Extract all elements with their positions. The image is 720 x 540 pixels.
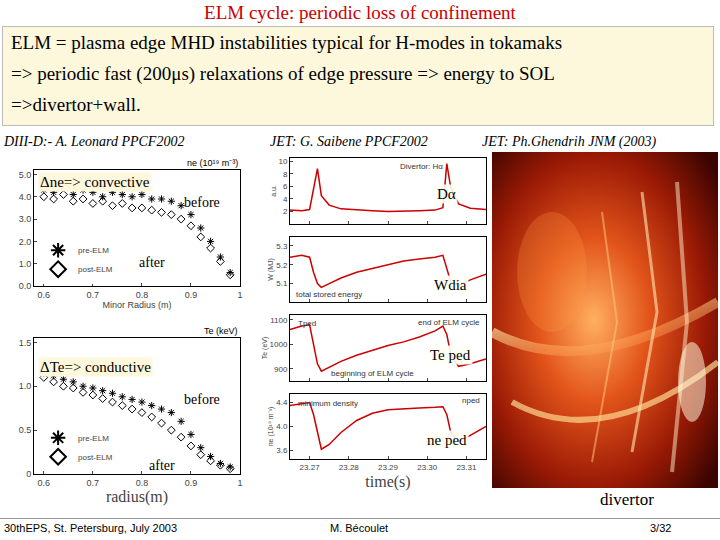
svg-text:4.0: 4.0 [276, 422, 288, 431]
svg-text:5.0: 5.0 [19, 170, 32, 180]
svg-text:5.1: 5.1 [276, 279, 288, 288]
html-text:30thEPS, St. Petersburg, July: 30thEPS, St. Petersburg, July 2003 [4, 522, 177, 534]
svg-text:Divertor: Hα: Divertor: Hα [400, 162, 443, 171]
svg-text:23.30: 23.30 [417, 463, 438, 472]
svg-text:4.0: 4.0 [19, 192, 32, 202]
html-text:ELM = plasma edge MHD instabil: ELM = plasma edge MHD instabilities typi… [11, 32, 563, 53]
svg-text:5.3: 5.3 [276, 242, 288, 251]
svg-text:Wdia: Wdia [434, 277, 467, 293]
svg-text:23.28: 23.28 [339, 463, 360, 472]
svg-text:5.2: 5.2 [276, 261, 288, 270]
svg-text:Minor Radius (m): Minor Radius (m) [102, 300, 171, 310]
svg-text:beginning of ELM cycle: beginning of ELM cycle [331, 369, 414, 378]
svg-text:4.4: 4.4 [276, 398, 288, 407]
svg-text:6: 6 [283, 182, 288, 191]
svg-text:4: 4 [283, 195, 288, 204]
html-text:3/32: 3/32 [650, 522, 672, 534]
svg-text:end of ELM cycle: end of ELM cycle [418, 318, 480, 327]
svg-text:pre-ELM: pre-ELM [78, 246, 109, 255]
svg-text:Te ped: Te ped [430, 347, 471, 363]
svg-text:8: 8 [283, 170, 288, 179]
svg-text:1.0: 1.0 [19, 259, 32, 269]
svg-text:0.9: 0.9 [185, 478, 198, 488]
svg-text:before: before [184, 392, 220, 407]
svg-text:23.29: 23.29 [378, 463, 399, 472]
svg-text:2: 2 [283, 207, 288, 216]
svg-text:Dα: Dα [437, 186, 456, 202]
svg-text:0.5: 0.5 [19, 425, 32, 435]
svg-text:1100: 1100 [270, 316, 288, 325]
svg-text:0.6: 0.6 [38, 478, 51, 488]
svg-text:time(s): time(s) [365, 473, 410, 491]
svg-text:ΔTe=> conductive: ΔTe=> conductive [40, 359, 151, 375]
svg-text:23.27: 23.27 [300, 463, 321, 472]
svg-text:0.7: 0.7 [87, 290, 100, 300]
html-text:=> periodic fast (200μs) relax: => periodic fast (200μs) relaxations of … [11, 63, 555, 84]
svg-text:Te (keV): Te (keV) [204, 326, 238, 336]
svg-text:2.0: 2.0 [19, 237, 32, 247]
html-text:DIII-D:- A. Leonard PPCF2002: DIII-D:- A. Leonard PPCF2002 [4, 134, 185, 149]
svg-text:1: 1 [237, 290, 242, 300]
svg-text:ne ped: ne ped [427, 432, 467, 448]
html-text:M. Bécoulet: M. Bécoulet [330, 522, 389, 534]
html-text:ELM cycle: periodic loss of co: ELM cycle: periodic loss of confinement [204, 2, 516, 23]
svg-text:minimum density: minimum density [298, 399, 358, 408]
html-text:JET: G. Saibene PPCF2002: JET: G. Saibene PPCF2002 [270, 134, 428, 149]
svg-text:1: 1 [237, 478, 242, 488]
svg-text:pre-ELM: pre-ELM [78, 434, 109, 443]
svg-text:radius(m): radius(m) [106, 488, 168, 506]
svg-text:after: after [149, 458, 175, 473]
svg-text:0: 0 [26, 469, 31, 479]
svg-text:0.8: 0.8 [136, 290, 149, 300]
svg-text:ne (10¹⁹ m⁻³): ne (10¹⁹ m⁻³) [267, 407, 275, 447]
html-text:JET: Ph.Ghendrih JNM (2003): JET: Ph.Ghendrih JNM (2003) [482, 134, 657, 149]
svg-text:Tped: Tped [298, 319, 316, 328]
svg-text:0.8: 0.8 [136, 478, 149, 488]
svg-text:a.u.: a.u. [270, 185, 277, 197]
html-text:=>divertor+wall.: =>divertor+wall. [11, 94, 141, 115]
svg-text:900: 900 [274, 365, 288, 374]
svg-text:0.7: 0.7 [87, 478, 100, 488]
svg-text:3.0: 3.0 [19, 214, 32, 224]
svg-text:0.0: 0.0 [19, 281, 32, 291]
svg-text:1.0: 1.0 [19, 381, 32, 391]
svg-text:Te (eV): Te (eV) [261, 337, 269, 360]
svg-text:Δne=> convective: Δne=> convective [40, 174, 150, 190]
svg-text:10: 10 [278, 157, 287, 166]
svg-text:3.6: 3.6 [276, 446, 288, 455]
svg-text:1.5: 1.5 [19, 338, 32, 348]
html-text:divertor: divertor [600, 490, 654, 509]
svg-text:before: before [184, 195, 220, 210]
svg-text:post-ELM: post-ELM [78, 453, 113, 462]
svg-text:0.9: 0.9 [185, 290, 198, 300]
svg-text:23.31: 23.31 [456, 463, 477, 472]
svg-text:W (MJ): W (MJ) [267, 258, 275, 281]
svg-text:after: after [139, 255, 165, 270]
svg-text:1000: 1000 [270, 340, 288, 349]
svg-text:nped: nped [462, 396, 480, 405]
svg-text:total stored energy: total stored energy [296, 290, 362, 299]
svg-text:0.6: 0.6 [38, 290, 51, 300]
svg-text:post-ELM: post-ELM [78, 265, 113, 274]
svg-text:ne (10¹⁹ m⁻³): ne (10¹⁹ m⁻³) [187, 158, 238, 168]
